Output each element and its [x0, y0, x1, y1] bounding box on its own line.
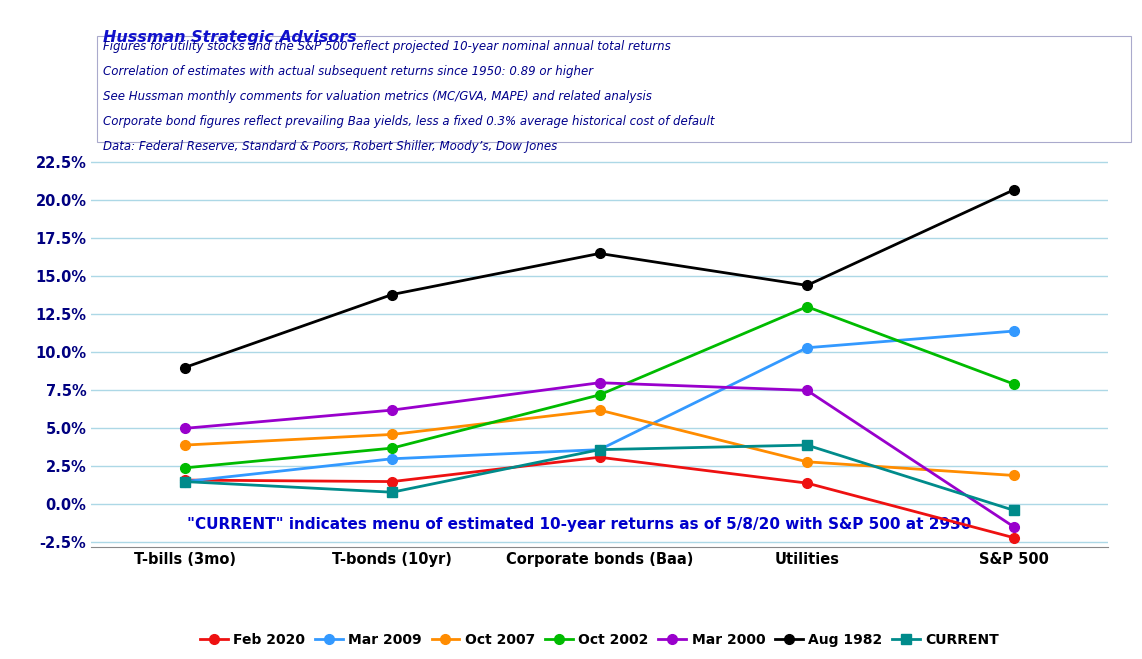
Text: "CURRENT" indicates menu of estimated 10-year returns as of 5/8/20 with S&P 500 : "CURRENT" indicates menu of estimated 10…: [187, 517, 971, 532]
Text: Data: Federal Reserve, Standard & Poors, Robert Shiller, Moody’s, Dow Jones: Data: Federal Reserve, Standard & Poors,…: [103, 140, 557, 153]
Text: Figures for utility stocks and the S&P 500 reflect projected 10-year nominal ann: Figures for utility stocks and the S&P 5…: [103, 40, 670, 53]
Text: Correlation of estimates with actual subsequent returns since 1950: 0.89 or high: Correlation of estimates with actual sub…: [103, 65, 593, 78]
Text: Corporate bond figures reflect prevailing Baa yields, less a fixed 0.3% average : Corporate bond figures reflect prevailin…: [103, 115, 714, 128]
Text: Hussman Strategic Advisors: Hussman Strategic Advisors: [103, 30, 356, 45]
Legend: Feb 2020, Mar 2009, Oct 2007, Oct 2002, Mar 2000, Aug 1982, CURRENT: Feb 2020, Mar 2009, Oct 2007, Oct 2002, …: [194, 627, 1005, 652]
Text: See Hussman monthly comments for valuation metrics (MC/GVA, MAPE) and related an: See Hussman monthly comments for valuati…: [103, 90, 652, 103]
